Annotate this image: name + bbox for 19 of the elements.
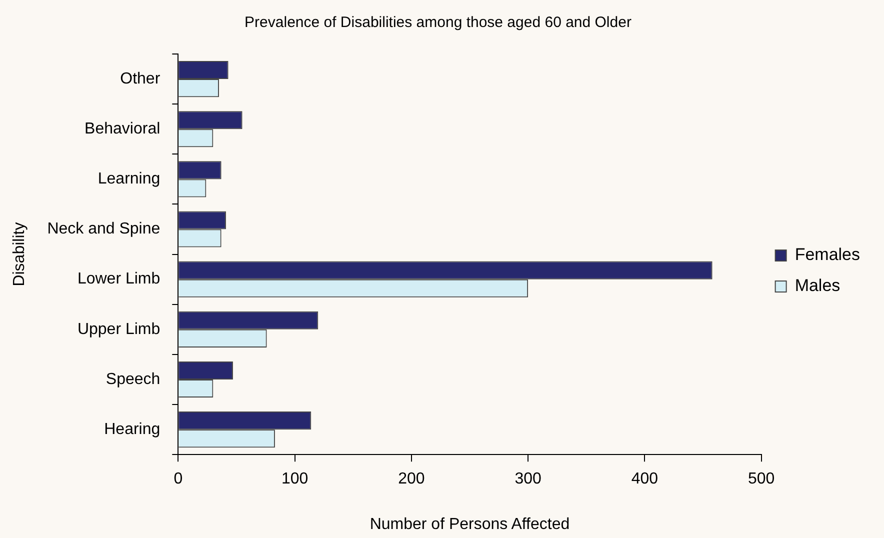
legend-label: Males: [794, 276, 840, 296]
y-tick-label: Lower Limb: [77, 270, 160, 288]
y-tick-label: Other: [120, 70, 161, 88]
x-tick-label: 500: [748, 470, 775, 488]
x-tick-label: 400: [631, 470, 658, 488]
y-tick-label: Neck and Spine: [47, 220, 160, 238]
x-tick-label: 200: [398, 470, 425, 488]
chart-title: Prevalence of Disabilities among those aged 60 and Older: [244, 14, 632, 32]
x-tick-label: 300: [514, 470, 542, 488]
y-tick-label: Upper Limb: [77, 320, 160, 338]
legend-label: Females: [794, 245, 860, 264]
y-tick-label: Behavioral: [84, 120, 160, 138]
y-axis-title: Disability: [11, 222, 28, 286]
y-tick-label: Learning: [98, 170, 160, 188]
x-tick-label: 0: [174, 470, 183, 488]
x-axis-title: Number of Persons Affected: [370, 516, 570, 533]
y-tick-label: Hearing: [104, 420, 160, 438]
y-tick-label: Speech: [106, 370, 160, 388]
x-tick-label: 100: [281, 470, 308, 488]
